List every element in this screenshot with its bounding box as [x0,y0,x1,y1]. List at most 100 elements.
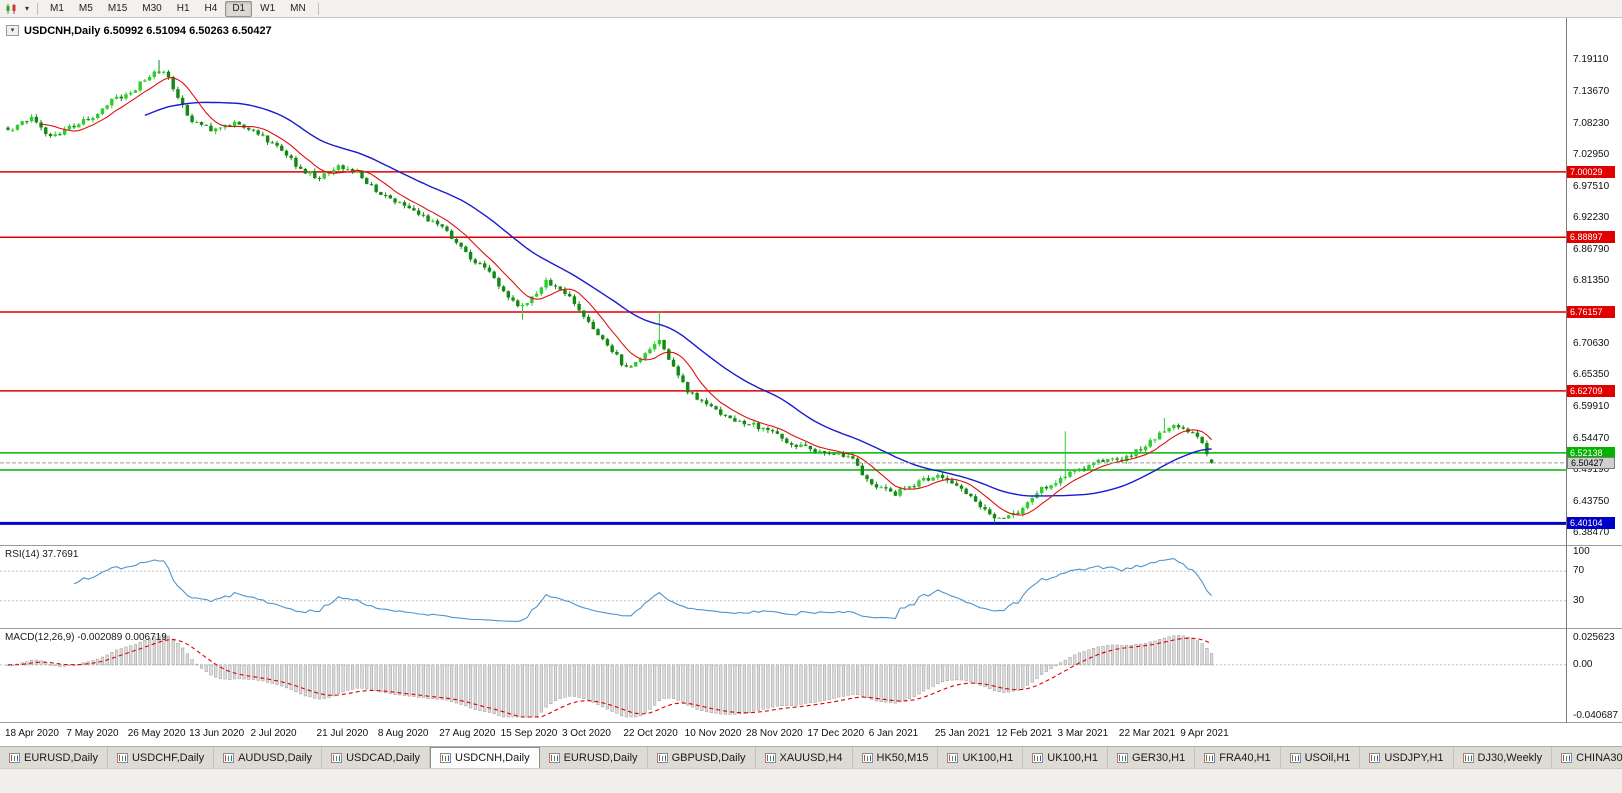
price-axis-tick: 6.65350 [1573,369,1610,381]
chart-tab-ger30-h1[interactable]: GER30,H1 [1108,747,1196,768]
macd-canvas[interactable] [0,629,1566,722]
date-label: 21 Jul 2020 [316,728,369,739]
rsi-axis-tick: 30 [1573,594,1585,606]
date-label: 3 Mar 2021 [1057,728,1109,739]
chart-tab-uk100-h1[interactable]: UK100,H1 [1023,747,1109,768]
chart-icon [223,752,235,763]
date-label: 9 Apr 2021 [1180,728,1229,739]
chart-type-icon[interactable] [3,1,21,17]
chart-tab-gbpusd-daily[interactable]: GBPUSD,Daily [647,747,756,768]
period-button-m15[interactable]: M15 [107,2,128,14]
axis-separator [1566,18,1567,723]
pane-separator[interactable] [0,628,1622,629]
date-label: 27 Aug 2020 [439,728,496,739]
macd-axis-tick: 0.025623 [1573,632,1615,643]
date-label: 17 Dec 2020 [807,728,865,739]
date-label: 18 Apr 2020 [5,728,59,739]
tab-label: UK100,H1 [1047,751,1099,764]
price-axis-tick: 6.49190 [1573,464,1610,476]
chart-icon [1204,752,1216,763]
price-axis-tick: 6.70630 [1573,338,1610,350]
tab-label: FRA40,H1 [1219,751,1271,764]
price-level-badge: 6.88897 [1567,231,1615,244]
toolbar-separator [37,2,39,15]
price-axis-tick: 6.38470 [1573,527,1610,538]
chart-tab-audusd-daily[interactable]: AUDUSD,Daily [214,747,323,768]
chart-icon [947,752,959,763]
price-axis-tick: 7.08230 [1573,117,1610,129]
period-button-h1[interactable]: H1 [176,2,190,14]
tab-label: EURUSD,Daily [563,751,638,764]
chart-tab-fra40-h1[interactable]: FRA40,H1 [1195,747,1281,768]
price-axis-tick: 6.86790 [1573,243,1610,255]
period-button-d1[interactable]: D1 [225,0,253,17]
macd-header: MACD(12,26,9) -0.002089 0.006719 [5,632,167,643]
chart-tab-usoil-h1[interactable]: USOil,H1 [1280,747,1361,768]
chart-tab-usdjpy-h1[interactable]: USDJPY,H1 [1360,747,1454,768]
chart-icon [764,752,776,763]
chart-tab-china300-h1[interactable]: CHINA300,H1 [1552,747,1622,768]
tab-label: DJ30,Weekly [1477,751,1543,764]
chart-tab-xauusd-h4[interactable]: XAUUSD,H4 [755,747,853,768]
date-label: 8 Aug 2020 [377,728,429,739]
price-level-badge: 6.52138 [1567,446,1615,459]
tab-label: UK100,H1 [962,751,1014,764]
period-button-mn[interactable]: MN [290,2,306,14]
chart-tab-usdchf-daily[interactable]: USDCHF,Daily [107,747,215,768]
chart-icon [548,752,560,763]
chart-tab-hk50-m15[interactable]: HK50,M15 [852,747,939,768]
status-strip [0,768,1622,793]
price-level-badge: 6.76157 [1567,305,1615,318]
period-button-m5[interactable]: M5 [78,2,93,14]
rsi-axis-tick: 100 [1573,546,1590,557]
date-label: 15 Sep 2020 [500,728,558,739]
chart-tab-usdcad-daily[interactable]: USDCAD,Daily [322,747,431,768]
chart-icon [861,752,873,763]
chart-icon [116,752,128,763]
chart-tab-bar: EURUSD,Daily USDCHF,Daily AUDUSD,Daily USDC… [0,746,1622,768]
price-axis-tick: 6.97510 [1573,180,1610,192]
date-axis[interactable]: 18 Apr 2020 7 May 2020 26 May 2020 13 Jun 2… [0,723,1566,746]
one-click-trading-toggle[interactable]: ▾ [6,25,19,36]
chart-tab-dj30-weekly[interactable]: DJ30,Weekly [1453,747,1553,768]
period-button-m1[interactable]: M1 [50,2,64,14]
date-label: 26 May 2020 [127,728,186,739]
macd-axis[interactable]: 0.025623 0.00 -0.040687 [1567,629,1622,722]
rsi-axis[interactable]: 100 70 30 [1567,546,1622,628]
rsi-canvas[interactable] [0,546,1566,628]
toolbar-separator [317,2,319,15]
date-label: 13 Jun 2020 [189,728,245,739]
period-button-w1[interactable]: W1 [260,2,276,14]
tab-label: GBPUSD,Daily [671,751,746,764]
price-axis-tick: 6.81350 [1573,275,1610,287]
tab-label: USDCNH,Daily [455,752,530,764]
date-label: 10 Nov 2020 [684,728,742,739]
macd-axis-tick: 0.00 [1573,658,1593,670]
chart-tab-eurusd-daily[interactable]: EURUSD,Daily [539,747,648,768]
price-chart-canvas[interactable] [0,18,1566,545]
date-label: 7 May 2020 [66,728,119,739]
price-axis-tick: 6.92230 [1573,211,1610,223]
date-label: 28 Nov 2020 [746,728,803,739]
tab-label: GER30,H1 [1132,751,1186,764]
period-button-m30[interactable]: M30 [142,2,162,14]
chart-type-dropdown-icon[interactable]: ▾ [25,4,30,13]
rsi-header: RSI(14) 37.7691 [5,549,79,560]
price-level-badge: 7.00029 [1567,165,1615,178]
period-button-h4[interactable]: H4 [204,2,218,14]
price-axis-tick: 6.59910 [1573,401,1610,413]
tab-label: USOil,H1 [1304,751,1351,764]
price-axis-tick: 7.19110 [1573,54,1609,65]
price-axis-tick: 6.54470 [1573,433,1610,445]
chart-icon [1117,752,1129,763]
pane-separator[interactable] [0,545,1622,546]
price-axis[interactable]: 7.00029 6.88897 6.76157 6.62709 6.52138 6.401… [1567,18,1622,545]
timeframe-toolbar: ▾ M1 M5 M15 M30 H1 H4 D1 W1 MN [0,0,1622,18]
tab-label: USDCAD,Daily [346,751,421,764]
price-axis-tick: 7.02950 [1573,148,1610,160]
chart-tab-uk100-h1[interactable]: UK100,H1 [938,747,1024,768]
chart-tab-usdcnh-daily[interactable]: USDCNH,Daily [430,747,540,768]
tab-label: USDCHF,Daily [131,751,205,764]
chart-icon [1462,752,1474,763]
chart-tab-eurusd-daily[interactable]: EURUSD,Daily [0,747,108,768]
